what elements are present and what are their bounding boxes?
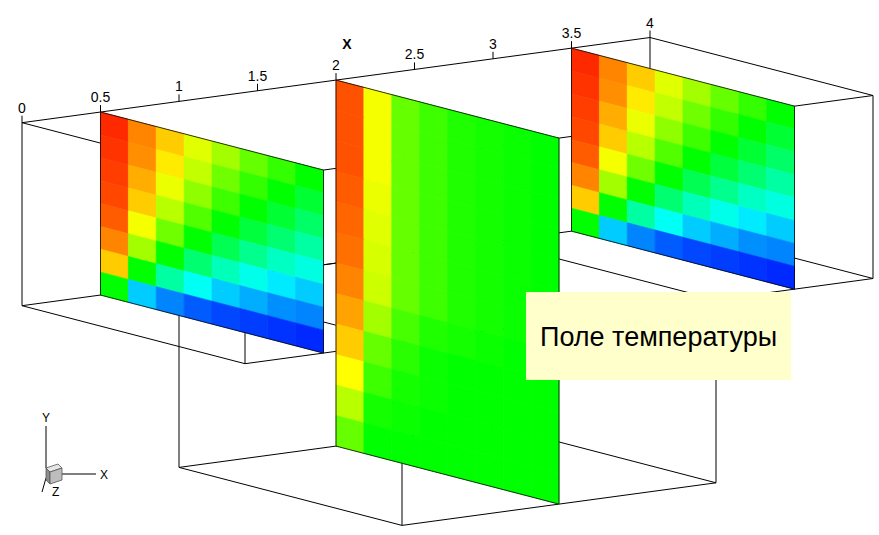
triad-label: X	[100, 468, 108, 482]
triad-cube	[46, 468, 50, 484]
temperature-cell	[767, 259, 795, 289]
x-tick	[179, 94, 180, 101]
temperature-slice	[101, 112, 324, 353]
annotation: Поле температуры	[526, 292, 791, 380]
x-tick	[100, 105, 101, 112]
x-tick-label: 3.5	[562, 25, 582, 41]
temperature-cell	[101, 272, 129, 302]
temperature-cell	[503, 459, 531, 497]
temperature-cell	[448, 445, 476, 483]
annotation-box	[526, 292, 791, 380]
x-tick	[414, 62, 415, 69]
slice-border	[101, 112, 324, 353]
x-tick	[22, 116, 23, 123]
temperature-cell	[268, 316, 296, 346]
x-tick-label: 0.5	[91, 89, 111, 105]
temperature-cell	[296, 323, 324, 353]
temperature-cell	[655, 230, 683, 260]
axis-triad: Y X Z	[42, 411, 108, 499]
slice-border	[572, 48, 795, 289]
chart: 0 0.5 1 1.5 2 2.5 3 3.5 4 X Y X Z Поле температуры	[0, 0, 879, 535]
channel-edge	[873, 96, 874, 279]
temperature-slice	[572, 48, 795, 289]
temperature-cell	[392, 430, 420, 468]
temperature-cell	[364, 423, 392, 461]
triad-axis	[46, 426, 47, 468]
triad-axis	[58, 474, 96, 475]
domain-wireframe	[22, 38, 873, 526]
channel-edge	[22, 123, 23, 306]
temperature-cell	[599, 216, 627, 246]
x-axis-title: X	[342, 36, 352, 52]
temperature-cell	[212, 301, 240, 331]
cavity-edge	[179, 467, 402, 525]
x-tick	[336, 73, 337, 80]
slice-border	[336, 80, 559, 504]
temperature-cell	[336, 416, 364, 454]
temperature-cell	[531, 466, 559, 504]
temperature-cell	[184, 294, 212, 324]
x-tick-label: 3	[489, 36, 497, 52]
x-tick-label: 0	[18, 100, 26, 116]
temperature-cell	[240, 308, 268, 338]
x-tick-label: 1	[175, 78, 183, 94]
x-tick	[257, 84, 258, 91]
temperature-cell	[156, 287, 184, 317]
temperature-cell	[627, 223, 655, 253]
triad-axis	[42, 478, 46, 492]
x-tick-label: 1.5	[248, 68, 268, 84]
x-tick-label: 4	[646, 15, 654, 31]
x-tick-label: 2.5	[405, 46, 425, 62]
triad-label: Y	[42, 411, 50, 425]
x-tick	[650, 31, 651, 38]
x-tick-label: 2	[332, 57, 340, 73]
temperature-cell	[128, 279, 156, 309]
temperature-cell	[572, 208, 600, 238]
temperature-cell	[683, 237, 711, 267]
temperature-slice	[336, 80, 559, 504]
triad-cube	[50, 468, 62, 484]
x-axis: 0 0.5 1 1.5 2 2.5 3 3.5 4 X	[18, 15, 654, 123]
temperature-cell	[475, 452, 503, 490]
triad-label: Z	[52, 485, 59, 499]
temperature-cell	[739, 252, 767, 282]
temperature-cell	[420, 437, 448, 475]
x-tick	[571, 41, 572, 48]
temperature-cell	[711, 245, 739, 275]
x-tick	[493, 52, 494, 59]
annotation-text: Поле температуры	[540, 322, 777, 352]
